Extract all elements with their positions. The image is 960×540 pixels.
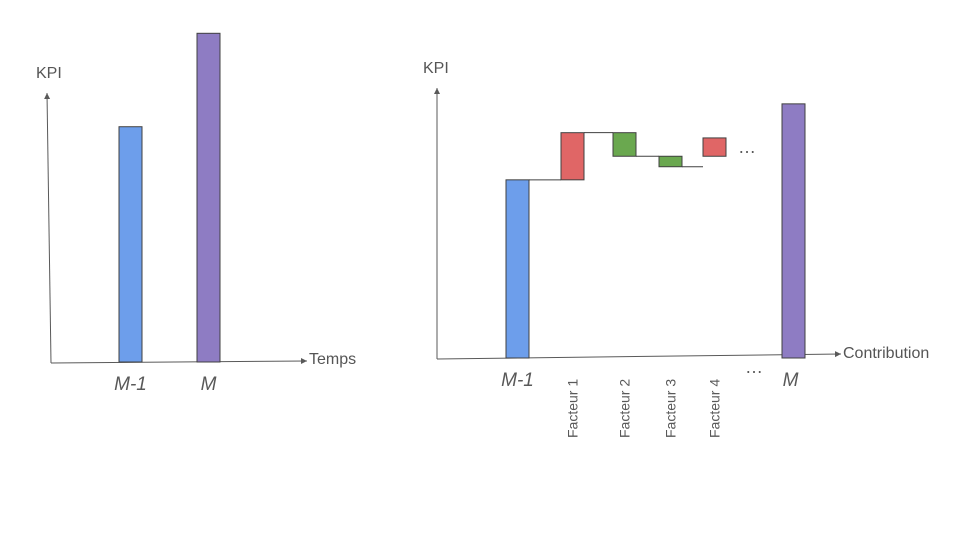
right-bars: M-1 Facteur 1 Facteur 2 Facteur 3 Facteur 4 M: [501, 103, 806, 438]
left-bars: M-1 M: [114, 32, 221, 395]
waterfall-end-bar: [781, 103, 806, 359]
left-y-axis: [44, 92, 52, 364]
right-x-axis-title: Contribution: [843, 345, 929, 362]
waterfall-factor-1-bar: [560, 132, 585, 181]
left-chart: KPI Temps M-1 M: [36, 32, 356, 395]
right-y-axis-title: KPI: [423, 60, 449, 77]
waterfall-factor-1-label: Facteur 1: [565, 379, 581, 438]
waterfall-ellipsis-top: …: [738, 137, 758, 157]
waterfall-factor-2-bar: [612, 132, 637, 157]
waterfall-factor-2-label: Facteur 2: [617, 379, 633, 438]
waterfall-start-bar: [505, 179, 530, 359]
left-x-axis: [50, 358, 308, 365]
waterfall-start-label: M-1: [501, 370, 534, 391]
left-bar-m: [196, 32, 221, 363]
right-chart: KPI Contribution M-1 Facteur 1 Facteur 2 Fa…: [423, 60, 929, 438]
right-x-axis: [436, 351, 842, 360]
waterfall-factor-3-label: Facteur 3: [663, 379, 679, 438]
waterfall-factor-3-bar: [658, 155, 683, 168]
waterfall-end-label: M: [783, 370, 799, 391]
left-x-axis-title: Temps: [309, 351, 356, 368]
waterfall-factor-4-label: Facteur 4: [707, 379, 723, 438]
left-category-label: M: [201, 374, 217, 395]
left-bar-m-1: [118, 126, 143, 363]
waterfall-factor-4-bar: [702, 137, 727, 157]
left-y-axis-title: KPI: [36, 65, 62, 82]
waterfall-ellipsis-label: …: [745, 357, 765, 377]
left-category-label: M-1: [114, 374, 147, 395]
